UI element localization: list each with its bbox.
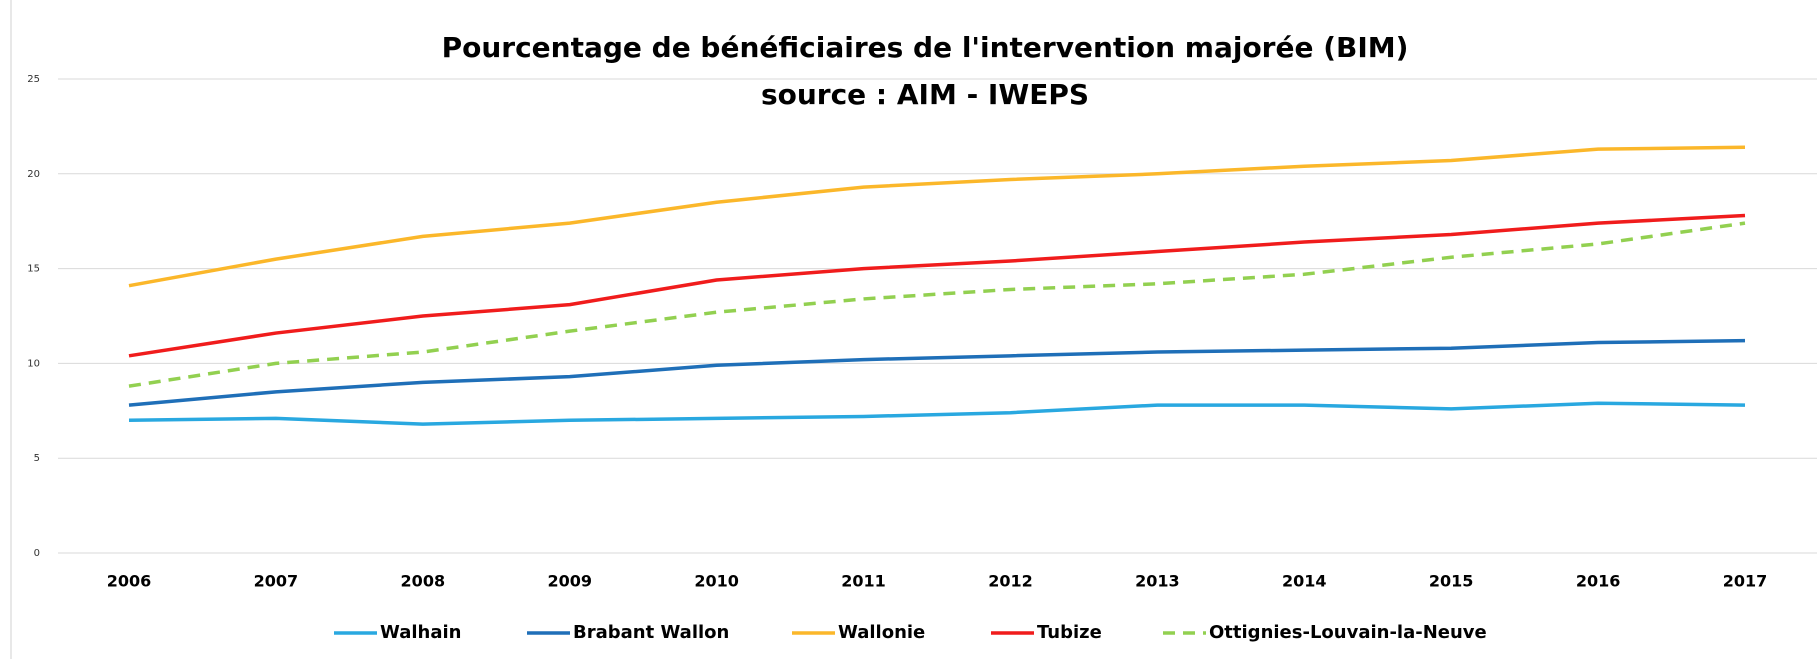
x-tick-label: 2016 bbox=[1576, 572, 1621, 591]
series-line bbox=[128, 145, 1746, 288]
series-line bbox=[128, 338, 1746, 407]
x-tick-label: 2009 bbox=[547, 572, 592, 591]
x-tick-label: 2014 bbox=[1282, 572, 1327, 591]
series-line bbox=[128, 221, 1746, 388]
legend-label: Walhain bbox=[380, 622, 461, 643]
x-tick-label: 2008 bbox=[401, 572, 446, 591]
y-tick-label: 10 bbox=[27, 358, 40, 369]
x-tick-label: 2012 bbox=[988, 572, 1033, 591]
y-tick-label: 15 bbox=[27, 264, 40, 275]
series-line bbox=[128, 213, 1746, 358]
x-tick-label: 2013 bbox=[1135, 572, 1180, 591]
x-tick-label: 2010 bbox=[694, 572, 739, 591]
y-tick-label: 25 bbox=[27, 74, 40, 85]
chart-subtitle: source : AIM - IWEPS bbox=[761, 78, 1089, 111]
legend-label: Brabant Wallon bbox=[573, 622, 729, 643]
y-tick-label: 0 bbox=[34, 548, 40, 559]
x-tick-label: 2006 bbox=[107, 572, 152, 591]
x-tick-label: 2015 bbox=[1429, 572, 1474, 591]
series-line bbox=[128, 401, 1746, 426]
legend-label: Wallonie bbox=[838, 622, 925, 643]
x-tick-label: 2011 bbox=[841, 572, 886, 591]
x-tick-label: 2007 bbox=[254, 572, 299, 591]
y-tick-label: 5 bbox=[34, 453, 40, 464]
chart-title: Pourcentage de bénéficiaires de l'interv… bbox=[442, 31, 1409, 64]
legend-label: Ottignies-Louvain-la-Neuve bbox=[1209, 622, 1487, 643]
legend-label: Tubize bbox=[1037, 622, 1102, 643]
y-tick-label: 20 bbox=[27, 169, 40, 180]
x-tick-label: 2017 bbox=[1723, 572, 1768, 591]
